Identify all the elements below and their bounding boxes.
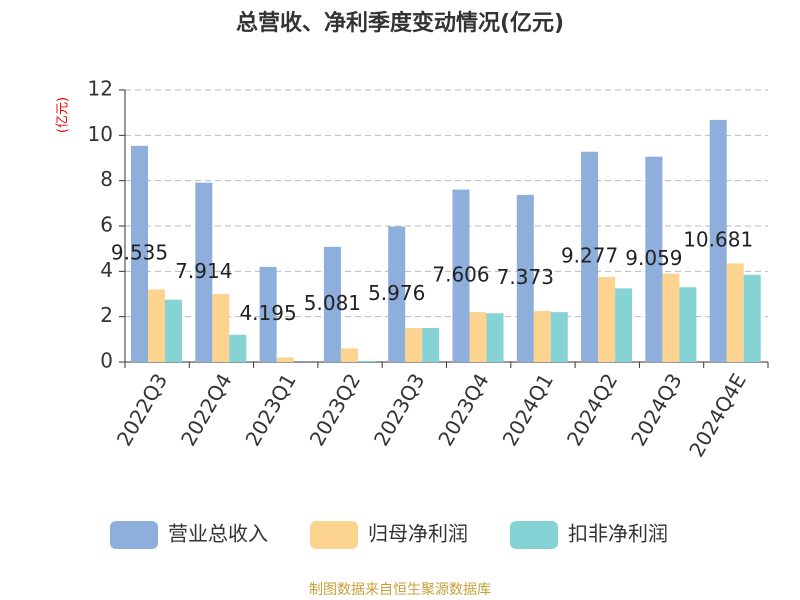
y-tick-label: 12 <box>88 77 113 101</box>
x-tick-label: 2024Q3 <box>626 369 686 450</box>
legend-swatch <box>310 521 358 549</box>
y-tick-label: 4 <box>100 258 113 282</box>
data-label: 5.976 <box>368 281 425 305</box>
bar <box>516 194 534 362</box>
data-label: 7.914 <box>175 259 232 283</box>
x-tick-label: 2022Q4 <box>176 369 236 450</box>
x-tick-label: 2023Q4 <box>433 369 493 450</box>
bar <box>550 312 568 362</box>
bar <box>662 273 680 362</box>
bar <box>340 348 358 362</box>
bar <box>388 226 406 362</box>
bar <box>357 360 375 362</box>
x-tick-label: 2023Q3 <box>369 369 429 450</box>
chart-title: 总营收、净利季度变动情况(亿元) <box>236 10 564 36</box>
bar <box>679 287 697 362</box>
y-tick-label: 2 <box>100 303 113 327</box>
legend-swatch <box>110 521 158 549</box>
legend-label: 归母净利润 <box>368 522 468 546</box>
bar <box>581 151 599 362</box>
bar <box>405 328 423 362</box>
bar <box>131 145 148 362</box>
y-tick-label: 10 <box>88 122 113 146</box>
x-tick-label: 2023Q2 <box>305 369 365 450</box>
data-label: 7.606 <box>432 262 489 286</box>
legend-label: 营业总收入 <box>168 522 268 546</box>
bar <box>743 274 761 362</box>
bar <box>148 289 165 362</box>
data-label: 7.373 <box>497 265 554 289</box>
data-label: 9.059 <box>625 246 682 270</box>
data-label: 10.681 <box>683 227 753 251</box>
x-tick-label: 2024Q2 <box>562 369 622 450</box>
bar <box>452 189 470 362</box>
y-tick-label: 6 <box>100 213 113 237</box>
bar <box>645 156 663 362</box>
x-tick-label: 2023Q1 <box>240 369 300 450</box>
bar <box>598 277 616 362</box>
bar <box>615 288 633 362</box>
data-label: 9.277 <box>561 243 618 267</box>
bar <box>323 246 341 362</box>
bar <box>469 312 487 362</box>
x-tick-label: 2024Q1 <box>498 369 558 450</box>
y-tick-label: 0 <box>100 349 113 373</box>
bar <box>259 266 277 362</box>
bar <box>212 294 230 362</box>
bar <box>709 119 727 362</box>
bar <box>195 182 213 362</box>
y-axis-label: (亿元) <box>56 97 71 133</box>
x-tick-label: 2022Q3 <box>112 369 172 450</box>
legend-label: 扣非净利润 <box>568 522 668 546</box>
bar <box>422 328 440 362</box>
data-label: 9.535 <box>111 240 168 264</box>
bar <box>276 357 294 362</box>
bar <box>229 334 247 362</box>
bar <box>726 263 744 362</box>
y-tick-label: 8 <box>100 167 113 191</box>
x-tick-label: 2024Q4E <box>684 369 751 461</box>
data-label: 5.081 <box>304 291 361 315</box>
data-label: 4.195 <box>239 301 296 325</box>
source-note: 制图数据来自恒生聚源数据库 <box>309 582 491 598</box>
bar <box>486 313 504 362</box>
bar <box>533 311 551 362</box>
legend-swatch <box>510 521 558 549</box>
bar <box>165 299 182 362</box>
